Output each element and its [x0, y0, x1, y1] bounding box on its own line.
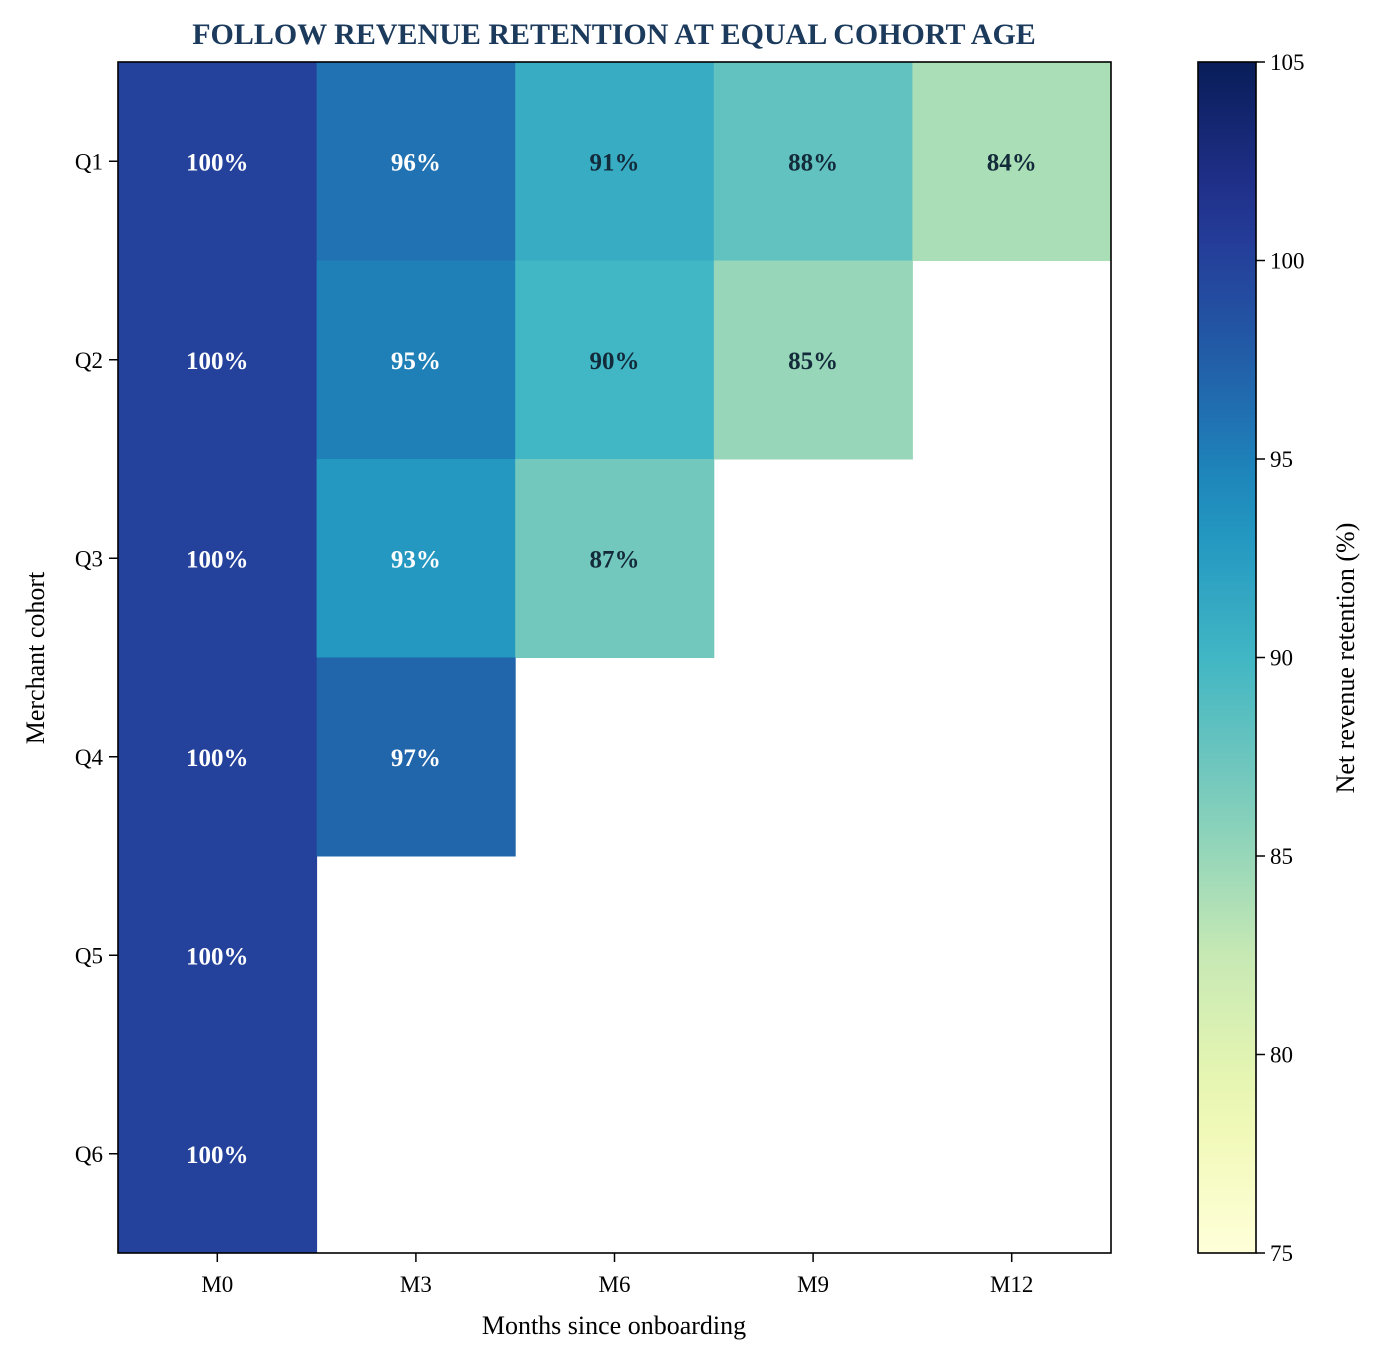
colorbar-tick-label: 80 — [1270, 1043, 1293, 1068]
y-axis-ticks: Q1 Q2 Q3 Q4 Q5 Q6 — [75, 149, 118, 1167]
heatmap-cell — [118, 856, 318, 1055]
x-tick-label: M9 — [797, 1272, 829, 1297]
colorbar-tick-label: 85 — [1270, 844, 1293, 869]
colorbar-label: Net revenue retention (%) — [1331, 523, 1360, 794]
heatmap-cell — [912, 62, 1112, 261]
colorbar — [1197, 61, 1257, 1254]
y-tick-label: Q6 — [75, 1142, 103, 1167]
colorbar-ticks: 75 80 85 90 95 100 105 — [1256, 50, 1305, 1266]
x-axis-ticks: M0 M3 M6 M9 M12 — [201, 1253, 1033, 1297]
colorbar-tick-label: 75 — [1270, 1241, 1293, 1266]
heatmap-cell — [515, 260, 715, 460]
x-tick-label: M3 — [400, 1272, 432, 1297]
colorbar-tick-label: 90 — [1270, 646, 1293, 671]
y-tick-label: Q4 — [75, 745, 104, 770]
heatmap-cell — [118, 657, 318, 857]
cell-value-label: 91% — [590, 149, 640, 176]
x-tick-label: M0 — [201, 1272, 233, 1297]
x-axis-label: Months since onboarding — [482, 1311, 746, 1340]
cell-value-label: 87% — [590, 546, 640, 573]
y-tick-label: Q5 — [75, 943, 103, 968]
cell-value-label: 100% — [186, 546, 249, 573]
heatmap-cell — [316, 459, 516, 658]
heatmap-cell — [515, 459, 715, 658]
x-tick-label: M12 — [990, 1272, 1033, 1297]
heatmap-cell — [316, 657, 516, 857]
chart-title: FOLLOW REVENUE RETENTION AT EQUAL COHORT… — [192, 18, 1036, 51]
y-tick-label: Q2 — [75, 348, 103, 373]
cell-value-label: 95% — [391, 348, 441, 375]
colorbar-tick-label: 95 — [1270, 447, 1293, 472]
cell-value-label: 97% — [391, 745, 441, 772]
heatmap-cell — [118, 62, 318, 261]
heatmap-cells: 100% 96% 91% 88% 84% 100% 95% 90% 85% 100% 93% 87% 1… — [118, 62, 1112, 1254]
heatmap-cell — [713, 260, 913, 460]
heatmap-cell — [713, 62, 913, 261]
cell-value-label: 88% — [788, 149, 838, 176]
heatmap-cell — [316, 260, 516, 460]
cell-value-label: 100% — [186, 1142, 249, 1169]
cell-value-label: 100% — [186, 348, 249, 375]
colorbar-tick-label: 105 — [1270, 50, 1305, 75]
cell-value-label: 100% — [186, 149, 249, 176]
heatmap-cell — [118, 260, 318, 460]
y-tick-label: Q3 — [75, 546, 103, 571]
cell-value-label: 84% — [987, 149, 1037, 176]
heatmap-cell — [118, 1054, 318, 1254]
cell-value-label: 96% — [391, 149, 441, 176]
heatmap-cell — [515, 62, 715, 261]
y-tick-label: Q1 — [75, 149, 103, 174]
colorbar-tick-label: 100 — [1270, 249, 1305, 274]
cell-value-label: 93% — [391, 546, 441, 573]
cell-value-label: 90% — [590, 348, 640, 375]
heatmap-cell — [118, 459, 318, 658]
y-axis-label: Merchant cohort — [21, 571, 50, 744]
x-tick-label: M6 — [599, 1272, 631, 1297]
cell-value-label: 100% — [186, 745, 249, 772]
cell-value-label: 100% — [186, 943, 249, 970]
heatmap-cell — [316, 62, 516, 261]
cell-value-label: 85% — [788, 348, 838, 375]
